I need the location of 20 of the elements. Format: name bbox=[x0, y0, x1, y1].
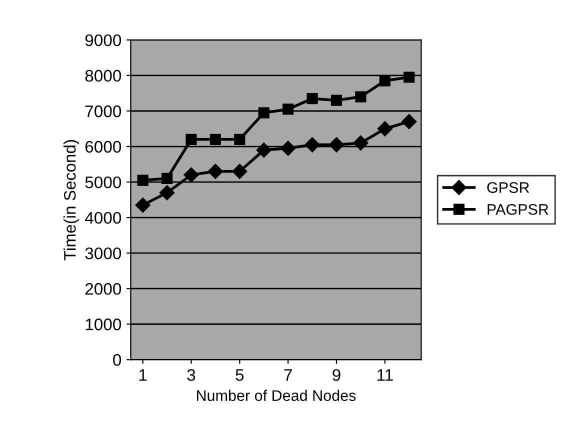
y-tick-label: 4000 bbox=[85, 212, 122, 224]
y-axis-title: Time(in Second) bbox=[64, 140, 80, 260]
y-tick-label: 8000 bbox=[85, 70, 122, 82]
y-tick-label: 6000 bbox=[85, 140, 122, 153]
y-tick-label: 1000 bbox=[86, 318, 122, 330]
y-tick-label: 2000 bbox=[85, 283, 122, 295]
y-tick-label: 0 bbox=[113, 354, 122, 366]
y-tick-label: 3000 bbox=[85, 247, 122, 260]
x-tick-label: 3 bbox=[187, 369, 196, 381]
x-tick-label: 5 bbox=[236, 369, 244, 381]
x-axis-title: Number of Dead Nodes bbox=[196, 390, 356, 401]
y-tick-label: 5000 bbox=[85, 176, 122, 188]
x-tick-label: 9 bbox=[332, 369, 340, 381]
y-tick-label: 7000 bbox=[85, 105, 122, 118]
x-tick-label: 11 bbox=[378, 369, 393, 381]
x-tick-label: 1 bbox=[139, 369, 147, 381]
x-tick-label: 7 bbox=[284, 369, 292, 381]
legend-label: GPSR bbox=[487, 182, 530, 193]
y-tick-label: 9000 bbox=[85, 34, 122, 46]
legend-label: PAGPSR bbox=[488, 204, 548, 215]
